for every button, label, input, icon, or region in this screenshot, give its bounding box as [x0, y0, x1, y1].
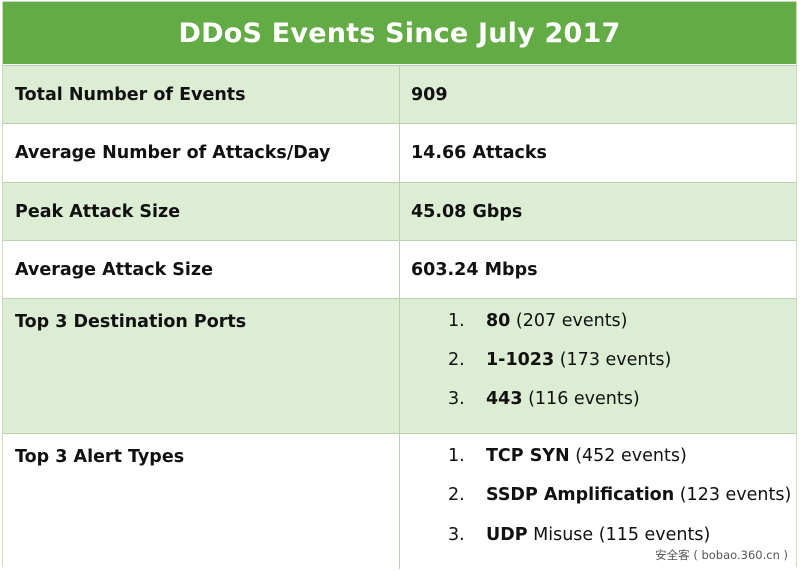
list-item: 3. UDP Misuse (115 events)	[448, 525, 710, 545]
list-item-name: UDP	[486, 525, 528, 545]
table-row-peak-attack-size: Peak Attack Size 45.08 Gbps	[3, 182, 796, 240]
list-number: 2.	[448, 485, 465, 505]
list-item-name: 443	[486, 389, 523, 409]
table-title-bar: DDoS Events Since July 2017	[3, 2, 796, 65]
list-item: 1. 80 (207 events)	[448, 311, 628, 331]
table-row-total-events: Total Number of Events 909	[3, 65, 796, 123]
row-label: Average Attack Size	[3, 241, 400, 298]
ports-list: 1. 80 (207 events) 2. 1-1023 (173 events) …	[400, 299, 796, 433]
row-label: Peak Attack Size	[3, 183, 400, 240]
row-label: Top 3 Destination Ports	[3, 299, 400, 433]
table-row-alert-types: Top 3 Alert Types 1. TCP SYN (452 events)…	[3, 433, 796, 569]
list-item-detail: (123 events)	[674, 485, 792, 505]
list-number: 2.	[448, 350, 465, 370]
table-row-average-attacks: Average Number of Attacks/Day 14.66 Atta…	[3, 123, 796, 182]
alerts-list: 1. TCP SYN (452 events) 2. SSDP Amplificat…	[400, 434, 796, 569]
list-item-name: 80	[486, 311, 511, 331]
list-number: 3.	[448, 389, 465, 409]
list-number: 1.	[448, 446, 465, 466]
row-label: Total Number of Events	[3, 66, 400, 123]
list-item: 1. TCP SYN (452 events)	[448, 446, 687, 466]
list-item: 2. 1-1023 (173 events)	[448, 350, 671, 370]
list-number: 3.	[448, 525, 465, 545]
row-value: 603.24 Mbps	[411, 259, 538, 280]
list-number: 1.	[448, 311, 465, 331]
list-item-name: SSDP Amplification	[486, 485, 675, 505]
list-item-detail: (173 events)	[554, 350, 672, 370]
list-item: 3. 443 (116 events)	[448, 389, 640, 409]
table-title: DDoS Events Since July 2017	[178, 17, 621, 49]
row-label: Top 3 Alert Types	[3, 434, 400, 569]
table-row-destination-ports: Top 3 Destination Ports 1. 80 (207 events…	[3, 298, 796, 433]
watermark-text: 安全客 ( bobao.360.cn )	[655, 548, 788, 562]
list-item-detail: Misuse (115 events)	[527, 525, 711, 545]
list-item-name: TCP SYN	[486, 446, 570, 466]
row-value: 45.08 Gbps	[411, 201, 523, 222]
table-row-average-attack-size: Average Attack Size 603.24 Mbps	[3, 240, 796, 298]
list-item: 2. SSDP Amplification (123 events)	[448, 485, 791, 505]
row-label: Average Number of Attacks/Day	[3, 124, 400, 182]
list-item-detail: (207 events)	[510, 311, 628, 331]
list-item-detail: (452 events)	[569, 446, 687, 466]
list-item-name: 1-1023	[486, 350, 555, 370]
list-item-detail: (116 events)	[522, 389, 640, 409]
row-value: 14.66 Attacks	[411, 143, 547, 163]
row-value: 909	[411, 84, 448, 105]
